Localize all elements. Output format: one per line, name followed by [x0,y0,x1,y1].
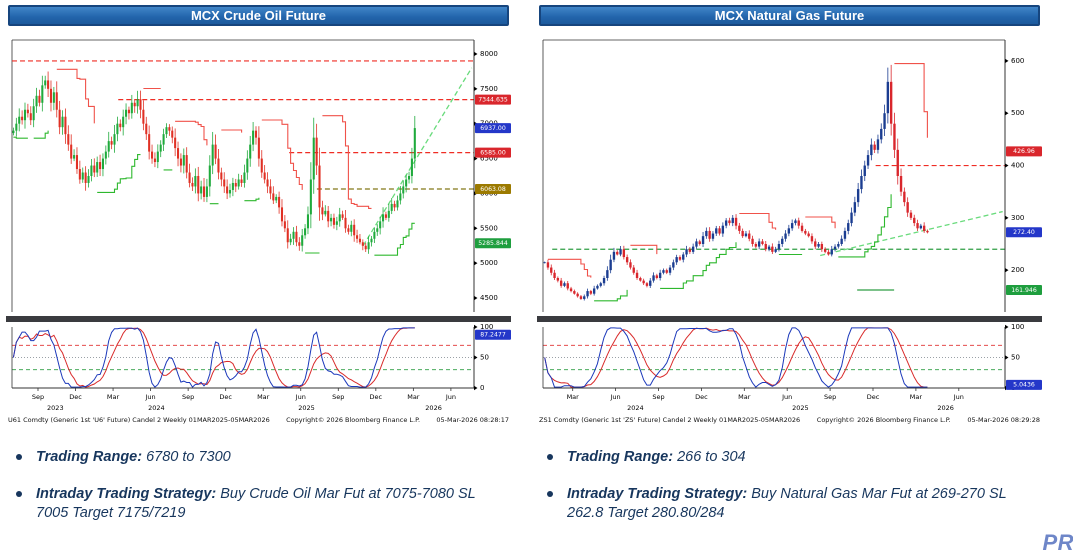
svg-text:87.2477: 87.2477 [480,332,506,339]
bullet-dot [16,490,22,497]
natural-gas-section: MCX Natural Gas Future 200 300 400 500 600 42… [537,5,1042,547]
svg-text:Sep: Sep [332,393,344,401]
svg-text:Mar: Mar [407,393,420,401]
svg-text:7344.635: 7344.635 [478,96,508,103]
svg-text:6063.08: 6063.08 [480,186,506,193]
bullet-label: Trading Range: [36,449,143,465]
footer-ticker: ZS1 Comdty (Generic 1st 'ZS' Future) Can… [539,416,801,424]
svg-text:100: 100 [480,323,493,331]
svg-text:Dec: Dec [370,393,383,401]
svg-text:600: 600 [1011,57,1024,65]
svg-text:Sep: Sep [652,393,664,401]
bullet-text: Buy Natural Gas Mar Fut at 269-270 SL 26… [567,485,1007,521]
footer-datetime: 05-Mar-2026 08:29:28 [967,416,1040,424]
svg-text:Dec: Dec [69,393,82,401]
svg-text:Mar: Mar [257,393,270,401]
bullet-trading-range: Trading Range: 266 to 304 [547,448,1042,467]
svg-text:100: 100 [1011,323,1024,331]
svg-text:426.96: 426.96 [1013,148,1035,155]
crude-notes: Trading Range: 6780 to 7300 Intraday Trad… [16,448,511,541]
svg-text:Sep: Sep [182,393,194,401]
svg-text:300: 300 [1011,214,1024,222]
bullet-strategy: Intraday Trading Strategy: Buy Crude Oil … [16,485,511,523]
svg-text:Mar: Mar [738,393,751,401]
crude-oil-price-chart: 450050005500600065007000750080007344.635… [6,39,511,412]
bullet-text: Buy Crude Oil Mar Fut at 7075-7080 SL 70… [36,485,476,521]
svg-text:5285.844: 5285.844 [478,240,508,247]
svg-text:Jun: Jun [445,393,456,401]
svg-text:2025: 2025 [792,404,809,412]
svg-text:Mar: Mar [567,393,580,401]
svg-text:7500: 7500 [480,85,498,93]
svg-text:Dec: Dec [695,393,708,401]
svg-text:Sep: Sep [32,393,44,401]
bullet-trading-range: Trading Range: 6780 to 7300 [16,448,511,467]
svg-text:5000: 5000 [480,259,498,267]
bullet-dot [547,490,553,497]
svg-text:Jun: Jun [295,393,306,401]
chart-footer-crude: U61 Comdty (Generic 1st 'U6' Future) Can… [6,416,511,424]
gas-notes: Trading Range: 266 to 304 Intraday Tradin… [547,448,1042,541]
svg-text:Mar: Mar [910,393,923,401]
crude-oil-section: MCX Crude Oil Future 4500500055006000650… [6,5,511,547]
bullet-dot [16,454,22,460]
svg-text:Sep: Sep [824,393,836,401]
svg-text:200: 200 [1011,266,1024,274]
svg-text:161.946: 161.946 [1011,287,1037,294]
natural-gas-price-chart: 200300400500600426.96272.40161.946100500… [537,39,1042,412]
bullet-label: Intraday Trading Strategy: [36,485,217,502]
svg-text:2025: 2025 [298,404,315,412]
svg-text:6937.00: 6937.00 [480,125,506,132]
footer-copyright: Copyright© 2026 Bloomberg Finance L.P. [816,416,951,424]
svg-text:2026: 2026 [937,404,954,412]
svg-text:50: 50 [480,354,489,362]
chart-title-crude: MCX Crude Oil Future [8,5,509,26]
bullet-text: 266 to 304 [677,449,746,465]
footer-ticker: U61 Comdty (Generic 1st 'U6' Future) Can… [8,416,270,424]
svg-text:2023: 2023 [47,404,64,412]
svg-text:50: 50 [1011,354,1020,362]
svg-text:Jun: Jun [145,393,156,401]
bullet-strategy: Intraday Trading Strategy: Buy Natural Ga… [547,485,1042,523]
svg-text:Dec: Dec [867,393,880,401]
svg-text:8000: 8000 [480,50,498,58]
bullet-text: 6780 to 7300 [146,449,231,465]
svg-text:Jun: Jun [953,393,964,401]
bullet-dot [547,454,553,460]
svg-text:2024: 2024 [148,404,165,412]
svg-text:5500: 5500 [480,224,498,232]
svg-text:6585.00: 6585.00 [480,149,506,156]
svg-text:500: 500 [1011,109,1024,117]
svg-text:Jun: Jun [610,393,621,401]
footer-copyright: Copyright© 2026 Bloomberg Finance L.P. [286,416,421,424]
svg-text:Mar: Mar [107,393,120,401]
bullet-label: Intraday Trading Strategy: [567,485,748,502]
svg-text:0: 0 [480,384,484,392]
svg-text:4500: 4500 [480,294,498,302]
bullet-label: Trading Range: [567,449,674,465]
svg-text:2024: 2024 [627,404,644,412]
chart-footer-gas: ZS1 Comdty (Generic 1st 'ZS' Future) Can… [537,416,1042,424]
chart-title-gas: MCX Natural Gas Future [539,5,1040,26]
svg-text:272.40: 272.40 [1013,229,1035,236]
svg-text:400: 400 [1011,162,1024,170]
logo-watermark: PR [1042,530,1073,555]
footer-datetime: 05-Mar-2026 08:28:17 [436,416,509,424]
svg-text:Jun: Jun [781,393,792,401]
svg-text:6500: 6500 [480,155,498,163]
svg-text:5.0436: 5.0436 [1013,382,1035,389]
svg-text:2026: 2026 [425,404,442,412]
svg-text:Dec: Dec [219,393,232,401]
